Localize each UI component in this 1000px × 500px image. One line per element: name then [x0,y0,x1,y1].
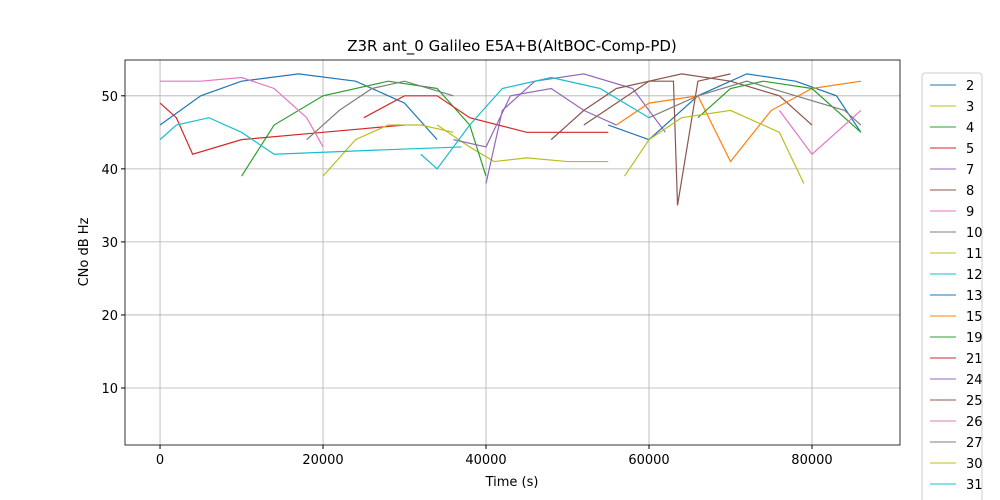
legend-label: 31 [966,478,983,493]
chart-title: Z3R ant_0 Galileo E5A+B(AltBOC-Comp-PD) [347,37,677,56]
legend-label: 10 [966,226,983,241]
y-tick-label: 30 [101,236,118,251]
series-line [485,73,666,184]
series-line [159,117,462,155]
legend-label: 21 [966,352,983,367]
series-line [160,76,324,148]
x-tick-label: 20000 [302,453,343,468]
series-line [697,80,862,133]
legend-label: 25 [966,394,983,409]
legend-label: 27 [966,436,983,451]
y-tick-label: 10 [101,382,118,397]
series-line [550,73,731,206]
legend-label: 5 [966,142,974,157]
x-tick-label: 60000 [628,453,669,468]
series-line [436,124,609,163]
series-line [624,109,805,184]
series-line [616,80,861,163]
legend-label: 7 [966,163,974,178]
legend-label: 26 [966,415,983,430]
legend-label: 30 [966,457,983,472]
y-axis-label: CNo dB Hz [77,217,92,286]
series-line [306,80,454,141]
legend-label: 19 [966,331,983,346]
legend-label: 9 [966,205,974,220]
legend-label: 2 [966,79,974,94]
x-tick-label: 40000 [465,453,506,468]
x-axis-label: Time (s) [485,475,539,490]
legend-label: 13 [966,289,983,304]
legend-label: 11 [966,247,983,262]
series-line [778,109,862,156]
legend-label: 15 [966,310,983,325]
legend-label: 3 [966,100,974,115]
legend-label: 8 [966,184,974,199]
y-tick-label: 40 [101,163,118,178]
legend-label: 24 [966,373,983,388]
series-line [420,76,650,170]
series-line [159,73,438,141]
plot-frame [124,59,901,446]
series-line [159,102,405,155]
series-line [648,80,862,126]
y-tick-label: 50 [101,90,118,105]
legend-label: 12 [966,268,983,283]
series-line [453,87,617,148]
x-tick-label: 80000 [791,453,832,468]
legend-label: 4 [966,121,974,136]
series-line [583,73,813,126]
series-line [363,95,609,133]
legend-box [921,72,983,500]
y-tick-label: 20 [101,309,118,324]
x-tick-label: 0 [156,453,164,468]
